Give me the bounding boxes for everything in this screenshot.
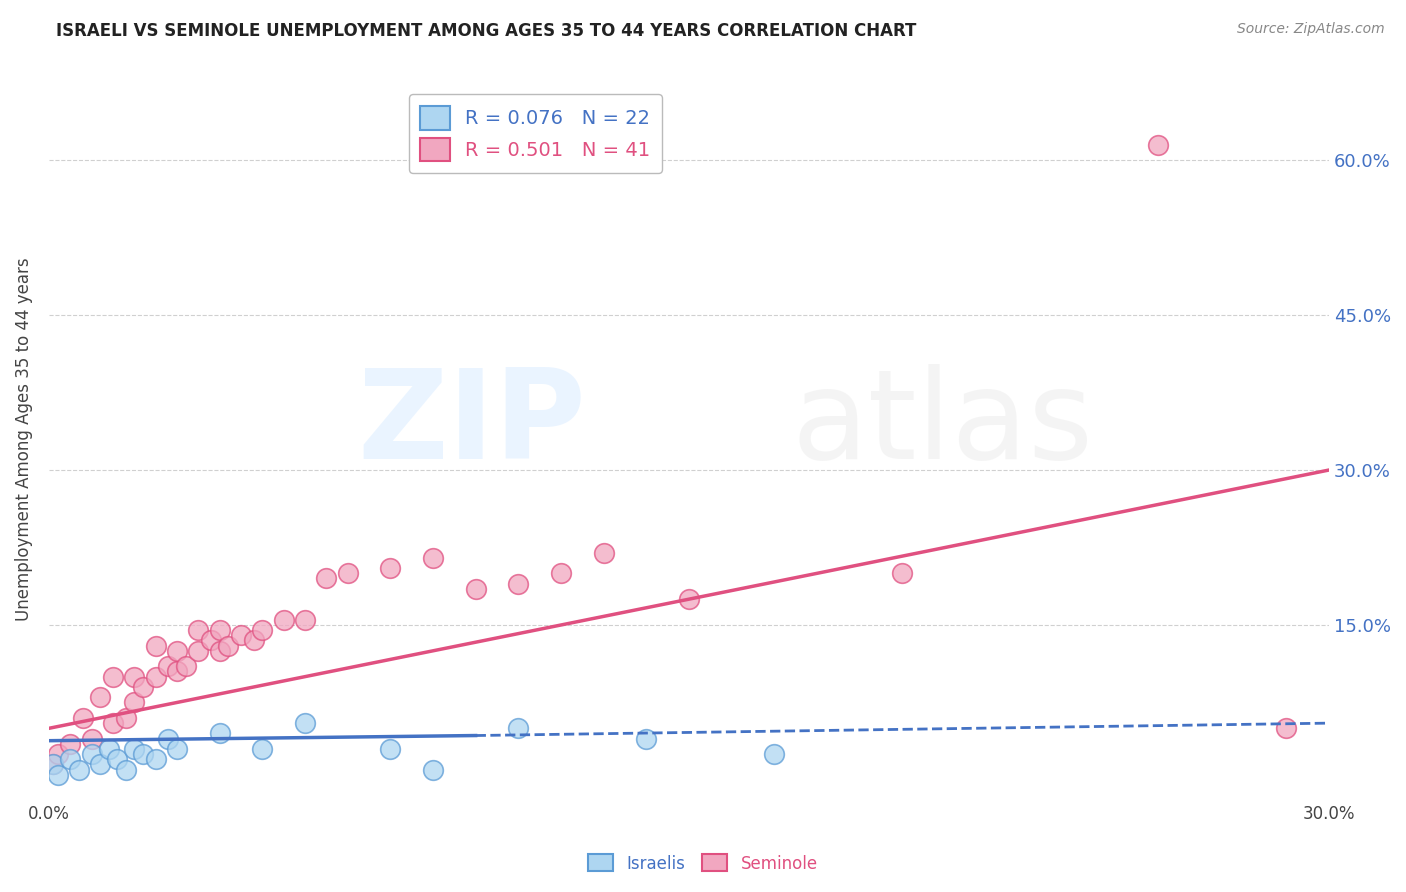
Point — [422, 763, 444, 777]
Y-axis label: Unemployment Among Ages 35 to 44 years: Unemployment Among Ages 35 to 44 years — [15, 257, 32, 621]
Point — [145, 752, 167, 766]
Point — [59, 737, 82, 751]
Point — [114, 711, 136, 725]
Point — [42, 757, 65, 772]
Point — [157, 659, 180, 673]
Point — [132, 680, 155, 694]
Point — [200, 633, 222, 648]
Point — [101, 670, 124, 684]
Point — [124, 742, 146, 756]
Point — [294, 716, 316, 731]
Point — [157, 731, 180, 746]
Point — [89, 757, 111, 772]
Point — [592, 546, 614, 560]
Point — [101, 716, 124, 731]
Point — [187, 623, 209, 637]
Legend: Israelis, Seminole: Israelis, Seminole — [582, 847, 824, 880]
Point — [208, 644, 231, 658]
Point — [252, 623, 274, 637]
Point — [166, 644, 188, 658]
Point — [124, 696, 146, 710]
Point — [678, 592, 700, 607]
Point — [80, 731, 103, 746]
Text: ISRAELI VS SEMINOLE UNEMPLOYMENT AMONG AGES 35 TO 44 YEARS CORRELATION CHART: ISRAELI VS SEMINOLE UNEMPLOYMENT AMONG A… — [56, 22, 917, 40]
Point — [166, 742, 188, 756]
Point — [380, 742, 402, 756]
Point — [464, 582, 486, 596]
Point — [89, 690, 111, 705]
Point — [145, 639, 167, 653]
Point — [114, 763, 136, 777]
Point — [72, 711, 94, 725]
Point — [187, 644, 209, 658]
Point — [508, 576, 530, 591]
Point — [166, 665, 188, 679]
Point — [273, 613, 295, 627]
Text: Source: ZipAtlas.com: Source: ZipAtlas.com — [1237, 22, 1385, 37]
Point — [252, 742, 274, 756]
Point — [508, 721, 530, 735]
Point — [174, 659, 197, 673]
Point — [1147, 137, 1170, 152]
Point — [636, 731, 658, 746]
Point — [242, 633, 264, 648]
Point — [42, 757, 65, 772]
Point — [145, 670, 167, 684]
Point — [208, 623, 231, 637]
Point — [105, 752, 128, 766]
Point — [550, 566, 572, 581]
Legend: R = 0.076   N = 22, R = 0.501   N = 41: R = 0.076 N = 22, R = 0.501 N = 41 — [409, 95, 662, 173]
Text: atlas: atlas — [792, 364, 1094, 485]
Point — [132, 747, 155, 761]
Point — [208, 726, 231, 740]
Point — [124, 670, 146, 684]
Point — [422, 550, 444, 565]
Point — [1275, 721, 1298, 735]
Point — [891, 566, 914, 581]
Point — [315, 572, 337, 586]
Point — [97, 742, 120, 756]
Point — [763, 747, 786, 761]
Point — [67, 763, 90, 777]
Point — [380, 561, 402, 575]
Point — [294, 613, 316, 627]
Point — [336, 566, 359, 581]
Point — [217, 639, 239, 653]
Point — [46, 747, 69, 761]
Point — [80, 747, 103, 761]
Point — [229, 628, 252, 642]
Point — [46, 768, 69, 782]
Point — [59, 752, 82, 766]
Text: ZIP: ZIP — [359, 364, 586, 485]
